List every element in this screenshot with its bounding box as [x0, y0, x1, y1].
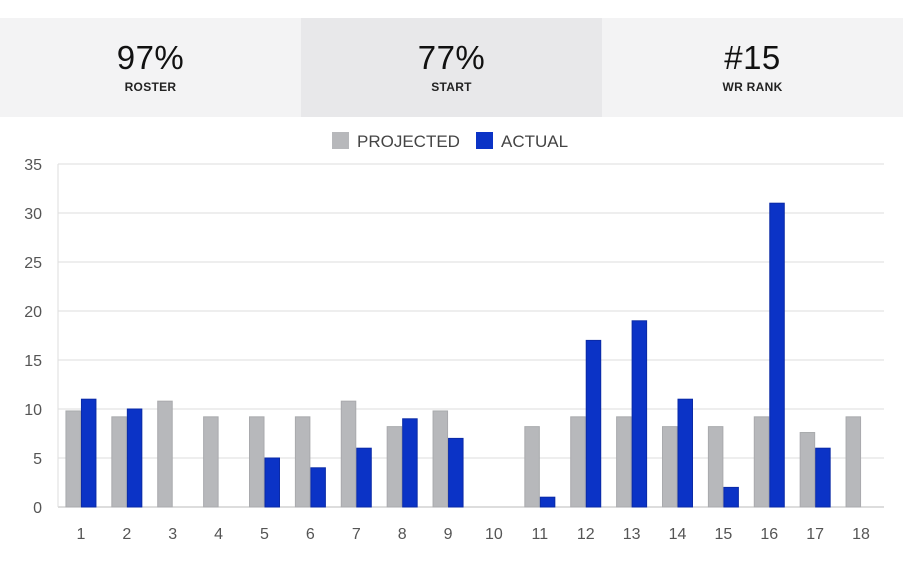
actual-bar-5 [264, 457, 280, 508]
stat-start-label: START [431, 80, 472, 94]
projected-bar-7 [340, 400, 357, 508]
actual-bar-14 [677, 398, 693, 508]
projected-bar-17 [799, 432, 816, 508]
x-tick-label: 7 [352, 526, 361, 543]
projected-bar-14 [662, 426, 678, 508]
x-tick-label: 3 [168, 526, 177, 543]
stat-start-value: 77% [417, 39, 486, 76]
actual-bar-6 [310, 467, 326, 508]
stat-roster: 97% ROSTER [0, 18, 301, 117]
x-tick-label: 9 [444, 526, 453, 543]
actual-bar-11 [539, 496, 556, 508]
stat-wr-rank-label: WR RANK [722, 80, 783, 94]
stat-wr-rank-value: #15 [724, 39, 781, 76]
projected-bar-1 [65, 410, 81, 508]
x-tick-label: 8 [398, 526, 407, 543]
x-tick-label: 6 [306, 526, 315, 543]
x-tick-label: 1 [76, 526, 85, 543]
projected-bar-5 [249, 416, 265, 508]
actual-bar-13 [631, 320, 648, 508]
projected-bar-4 [203, 416, 219, 508]
y-tick-label: 15 [24, 353, 42, 370]
stats-bar: 97% ROSTER 77% START #15 WR RANK [0, 18, 903, 117]
x-tick-label: 18 [852, 526, 870, 543]
projected-bar-9 [432, 410, 449, 508]
stat-roster-value: 97% [116, 39, 185, 76]
projected-bar-13 [616, 416, 632, 508]
x-tick-label: 15 [714, 526, 732, 543]
legend-label-actual: ACTUAL [501, 132, 568, 151]
x-tick-label: 2 [122, 526, 131, 543]
projected-bar-11 [524, 426, 540, 508]
projected-bar-6 [294, 416, 311, 508]
projected-bar-15 [707, 426, 724, 508]
y-tick-label: 5 [33, 451, 42, 468]
projected-bar-2 [111, 416, 127, 508]
x-tick-label: 14 [669, 526, 687, 543]
x-tick-label: 16 [760, 526, 778, 543]
projected-bar-12 [570, 416, 586, 508]
actual-bar-7 [356, 447, 372, 508]
x-tick-label: 13 [623, 526, 641, 543]
x-tick-label: 10 [485, 526, 503, 543]
stat-wr-rank: #15 WR RANK [602, 18, 903, 117]
x-tick-label: 4 [214, 526, 223, 543]
projected-bar-8 [386, 426, 403, 508]
actual-bar-2 [126, 408, 143, 508]
x-tick-label: 11 [532, 526, 549, 543]
actual-bar-8 [402, 418, 418, 508]
y-tick-label: 30 [24, 206, 42, 223]
y-tick-label: 10 [24, 402, 42, 419]
projected-bar-3 [157, 400, 173, 508]
actual-bar-1 [80, 398, 97, 508]
stat-roster-label: ROSTER [124, 80, 177, 94]
actual-bar-12 [585, 339, 602, 508]
x-tick-label: 17 [806, 526, 824, 543]
actual-bar-9 [448, 437, 464, 508]
y-tick-label: 20 [24, 304, 42, 321]
legend-label-projected: PROJECTED [357, 132, 460, 151]
actual-bar-16 [769, 202, 785, 508]
x-tick-label: 5 [260, 526, 269, 543]
actual-bar-15 [723, 486, 739, 508]
actual-bar-17 [815, 447, 831, 508]
y-tick-label: 0 [33, 500, 42, 517]
y-tick-label: 25 [24, 255, 42, 272]
legend-swatch-actual [476, 132, 493, 149]
legend-swatch-projected [332, 132, 349, 149]
x-tick-label: 12 [577, 526, 595, 543]
y-tick-label: 35 [24, 157, 42, 174]
projected-bar-16 [753, 416, 770, 508]
projected-bar-18 [845, 416, 862, 508]
stat-start: 77% START [301, 18, 602, 117]
